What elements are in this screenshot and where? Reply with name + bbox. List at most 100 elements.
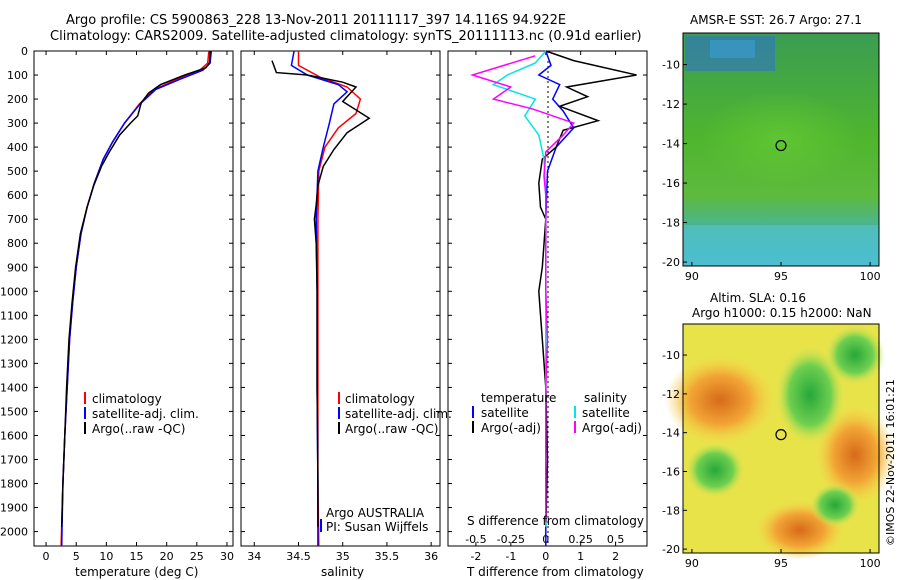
series-line [290, 50, 349, 546]
map-x-tick-label: 100 [860, 270, 881, 283]
difference-legend: temperature salinity satellite Argo(-adj… [472, 391, 642, 435]
sst-map-title: AMSR-E SST: 26.7 Argo: 27.1 [690, 13, 862, 27]
map-panels: AMSR-E SST: 26.7 Argo: 27.1 90 95 100 -10 -1… [662, 13, 897, 570]
plot-title-line1: Argo profile: CS 5900863_228 13-Nov-2011… [66, 13, 567, 28]
sst-cool-patch [683, 225, 879, 266]
series-line [271, 60, 371, 527]
map-x-tick-label: 95 [774, 557, 788, 570]
depth-tick-label: 0 [21, 45, 28, 58]
map-y-tick-label: -10 [662, 59, 680, 72]
x-tick-label: 0 [43, 550, 50, 563]
salinity-axis-label: salinity [321, 565, 364, 579]
x-tick-label: 5 [73, 550, 80, 563]
argo-location-marker [775, 139, 787, 152]
temperature-panel-frame [33, 50, 234, 547]
x-tick-label: 36 [424, 550, 438, 563]
s-tick-label: -0.25 [497, 533, 525, 546]
temperature-axis-label: temperature (deg C) [75, 565, 198, 579]
series-line [538, 50, 637, 527]
map-y-tick-label: -20 [662, 543, 680, 556]
map-x-tick-label: 90 [685, 557, 699, 570]
series-line [491, 50, 547, 527]
sst-cool-patch [710, 40, 755, 58]
map-y-tick-label: -12 [662, 98, 680, 111]
sla-low-patch [775, 345, 845, 445]
depth-tick-label: 400 [7, 141, 28, 154]
series-line [60, 50, 213, 547]
legend-label: Argo(..raw -QC) [345, 422, 438, 436]
depth-tick-label: 500 [7, 165, 28, 178]
s-tick-label: 0.5 [607, 533, 625, 546]
series-line [537, 50, 575, 546]
x-tick-label: 2 [612, 550, 619, 563]
sla-map-title-line1: Altim. SLA: 0.16 [710, 291, 806, 305]
depth-tick-label: 1200 [0, 333, 28, 346]
legend-label: Argo(..raw -QC) [92, 422, 185, 436]
imos-stamp: ©IMOS 22-Nov-2011 16:01:21 [884, 379, 897, 546]
sst-heatmap [683, 33, 879, 266]
depth-tick-label: 1600 [0, 429, 28, 442]
plot-title-line2: Climatology: CARS2009. Satellite-adjuste… [50, 29, 642, 44]
map-y-tick-label: -16 [662, 177, 680, 190]
sla-low-patch [825, 325, 885, 385]
x-tick-label: -1 [505, 550, 516, 563]
map-x-tick-label: 95 [774, 270, 788, 283]
sla-high-patch [815, 405, 895, 505]
depth-tick-label: 1400 [0, 381, 28, 394]
legend-label: Argo(-adj) [582, 421, 642, 435]
x-tick-label: 35.5 [375, 550, 400, 563]
depth-tick-label: 1900 [0, 502, 28, 515]
map-y-tick-label: -18 [662, 217, 680, 230]
legend-title-temperature: temperature [481, 391, 556, 405]
sla-low-patch [810, 483, 860, 527]
sst-map-axes: 90 95 100 -10 -12 -14 -16 -18 -20 [662, 59, 881, 283]
x-tick-label: 0 [542, 550, 549, 563]
argo-institution-label: Argo AUSTRALIA [326, 506, 425, 520]
depth-tick-label: 1500 [0, 405, 28, 418]
x-tick-label: -2 [470, 550, 481, 563]
sla-map-title-line2: Argo h1000: 0.15 h2000: NaN [692, 306, 872, 320]
argo-pi-label: PI: Susan Wijffels [326, 520, 428, 534]
depth-tick-label: 300 [7, 117, 28, 130]
s-tick-label: 0.25 [568, 533, 593, 546]
depth-axis: 0 100 200 300 400 500 600 700 800 900 1000 1100 1200… [0, 45, 647, 539]
argo-location-marker [775, 429, 787, 441]
map-y-tick-label: -12 [662, 388, 680, 401]
legend-label: Argo(-adj) [481, 421, 541, 435]
depth-tick-label: 1800 [0, 478, 28, 491]
profile-series [60, 50, 637, 547]
series-line [60, 50, 210, 547]
x-tick-label: 10 [99, 550, 113, 563]
x-axes: 0 5 10 15 20 25 30 34 34.5 35 35.5 36 -2 -1 0 1 2 -0.5 -0.… [43, 51, 625, 563]
depth-tick-label: 1000 [0, 285, 28, 298]
legend-label: satellite-adj. clim. [92, 407, 199, 421]
depth-tick-label: 600 [7, 189, 28, 202]
depth-tick-label: 1100 [0, 309, 28, 322]
map-y-tick-label: -20 [662, 256, 680, 269]
profile-panels: 0100200300400500600700800900100011001200… [0, 45, 648, 579]
map-y-tick-label: -14 [662, 427, 680, 440]
legend-label: climatology [92, 392, 162, 406]
map-x-tick-label: 90 [685, 270, 699, 283]
sla-map-axes: 90 95 100 -10 -12 -14 -16 -18 -20 [662, 349, 881, 570]
salinity-panel-frame [240, 50, 441, 547]
depth-tick-label: 800 [7, 237, 28, 250]
map-y-tick-label: -16 [662, 465, 680, 478]
s-tick-label: -0.5 [465, 533, 486, 546]
s-difference-axis-label: S difference from climatology [467, 514, 644, 528]
depth-tick-label: 200 [7, 93, 28, 106]
salinity-legend: climatology satellite-adj. clim. Argo(..… [320, 392, 452, 534]
legend-title-salinity: salinity [584, 391, 627, 405]
depth-tick-label: 700 [7, 213, 28, 226]
depth-tick-label: 1700 [0, 453, 28, 466]
series-line [469, 55, 575, 522]
sla-high-patch [665, 355, 775, 445]
depth-tick-label: 100 [7, 69, 28, 82]
depth-tick-label: 900 [7, 261, 28, 274]
depth-tick-label: 1300 [0, 357, 28, 370]
x-tick-label: 1 [577, 550, 584, 563]
sla-low-patch [685, 442, 745, 498]
map-y-tick-label: -18 [662, 504, 680, 517]
series-line [60, 50, 211, 527]
legend-label: climatology [345, 392, 415, 406]
